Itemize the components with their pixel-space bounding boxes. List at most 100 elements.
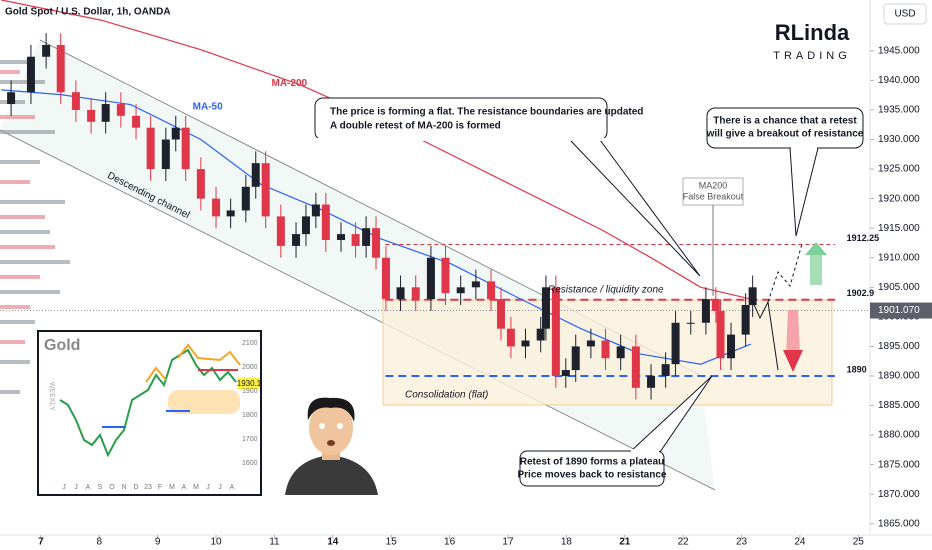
- x-tick-label: 15: [386, 537, 398, 548]
- candle-body: [616, 346, 625, 359]
- candle-body: [261, 163, 270, 217]
- inset-y-label: 2100: [242, 340, 258, 347]
- currency[interactable]: USD: [894, 9, 915, 20]
- y-tick-label: 1880.000: [878, 430, 920, 441]
- candle-body: [441, 257, 450, 294]
- callout-text: Price moves back to resistance: [518, 470, 667, 481]
- candle-body: [196, 169, 205, 199]
- inset-x-label: S: [98, 484, 103, 491]
- candle-body: [241, 186, 250, 211]
- x-tick-label: 25: [853, 537, 865, 548]
- candle-body: [381, 257, 390, 300]
- moving-average: [1, 0, 752, 300]
- avatar: [285, 397, 378, 495]
- candle-body: [372, 228, 381, 258]
- y-tick-label: 1895.000: [878, 341, 920, 352]
- inset-x-label: M: [169, 484, 175, 491]
- callout-mask: [316, 138, 606, 141]
- inset-y-label: 1600: [242, 460, 258, 467]
- candle-body: [671, 322, 680, 365]
- consolidation-label: Consolidation (flat): [405, 390, 488, 401]
- y-tick-label: 1905.000: [878, 282, 920, 293]
- candle-body: [601, 340, 610, 359]
- callout-text: will give a breakout of resistance: [706, 129, 864, 140]
- candle-body: [362, 228, 371, 246]
- y-tick-label: 1935.000: [878, 105, 920, 116]
- inset-x-label: J: [218, 484, 222, 491]
- callout-text: The price is forming a flat. The resista…: [330, 107, 643, 118]
- candle-body: [456, 287, 465, 294]
- callout-text: Retest of 1890 forms a plateau: [520, 457, 665, 468]
- callout-mask: [631, 449, 659, 452]
- candle-body: [181, 127, 190, 170]
- candle-body: [101, 104, 110, 122]
- candle-body: [536, 328, 545, 341]
- candle-body: [571, 346, 580, 371]
- x-tick-label: 23: [736, 537, 748, 548]
- currency-button[interactable]: [883, 3, 927, 25]
- y-tick-label: 1910.000: [878, 252, 920, 263]
- inset-title: Gold: [44, 337, 80, 354]
- candle-body: [311, 204, 320, 217]
- candle-body: [226, 210, 235, 217]
- callout-mask: [791, 146, 817, 149]
- candle-body: [586, 340, 595, 347]
- x-tick-label: 8: [96, 537, 102, 548]
- y-tick-label: 1865.000: [878, 518, 920, 529]
- resistance-label: Resistance / liquidity zone: [548, 285, 664, 296]
- y-tick-label: 1940.000: [878, 75, 920, 86]
- candle-body: [116, 104, 125, 116]
- inset-label: WEEKLY: [48, 382, 55, 411]
- candle-body: [551, 287, 560, 376]
- y-tick-label: 1890.000: [878, 371, 920, 382]
- inset-x-label: A: [182, 484, 187, 491]
- level-label: 1912.25: [847, 233, 880, 243]
- candle-body: [496, 299, 505, 329]
- candle-body: [541, 287, 550, 329]
- y-tick-label: 1920.000: [878, 193, 920, 204]
- x-tick-label: 21: [619, 537, 631, 548]
- callout: [314, 97, 608, 141]
- inset-x-label: A: [86, 484, 91, 491]
- candle-body: [276, 216, 285, 246]
- candle-body: [716, 310, 725, 359]
- y-tick-label: 1925.000: [878, 164, 920, 175]
- candle-body: [506, 328, 515, 347]
- candle-body: [251, 163, 260, 187]
- y-tick-label: 1885.000: [878, 400, 920, 411]
- y-tick-label: 1915.000: [878, 223, 920, 234]
- label-text: False Breakout: [683, 191, 744, 201]
- candle-body: [171, 127, 180, 140]
- ma-label: MA-50: [193, 102, 223, 113]
- x-tick-label: 11: [269, 537, 280, 548]
- y-tick-label: 1930.000: [878, 134, 920, 145]
- inset-zone: [168, 390, 240, 414]
- inset-y-label: 1800: [242, 412, 258, 419]
- candle-body: [711, 299, 720, 311]
- candle-body: [741, 305, 750, 335]
- candle-body: [87, 109, 96, 122]
- candle-body: [146, 127, 155, 170]
- candle-body: [132, 115, 141, 128]
- down-arrow: [783, 350, 803, 372]
- volume-profile: [0, 70, 55, 344]
- label-text: MA200: [699, 180, 728, 190]
- up-arrow: [805, 242, 827, 255]
- candle-body: [292, 234, 301, 246]
- down-arrow: [786, 310, 800, 355]
- brand-name: RLinda: [775, 20, 850, 45]
- channel-line: [0, 129, 716, 491]
- callout-tail: [629, 375, 713, 453]
- y-tick-label: 1870.000: [878, 489, 920, 500]
- inset-x-label: J: [74, 484, 78, 491]
- candle-body: [42, 44, 51, 57]
- inset-x-label: D: [133, 484, 138, 491]
- candle-body: [301, 216, 310, 235]
- x-tick-label: 16: [444, 537, 456, 548]
- level-label: 1902.9: [847, 288, 875, 298]
- inset-y-label: 1900: [242, 388, 258, 395]
- up-arrow: [810, 255, 822, 285]
- level-label: 1890: [847, 364, 867, 374]
